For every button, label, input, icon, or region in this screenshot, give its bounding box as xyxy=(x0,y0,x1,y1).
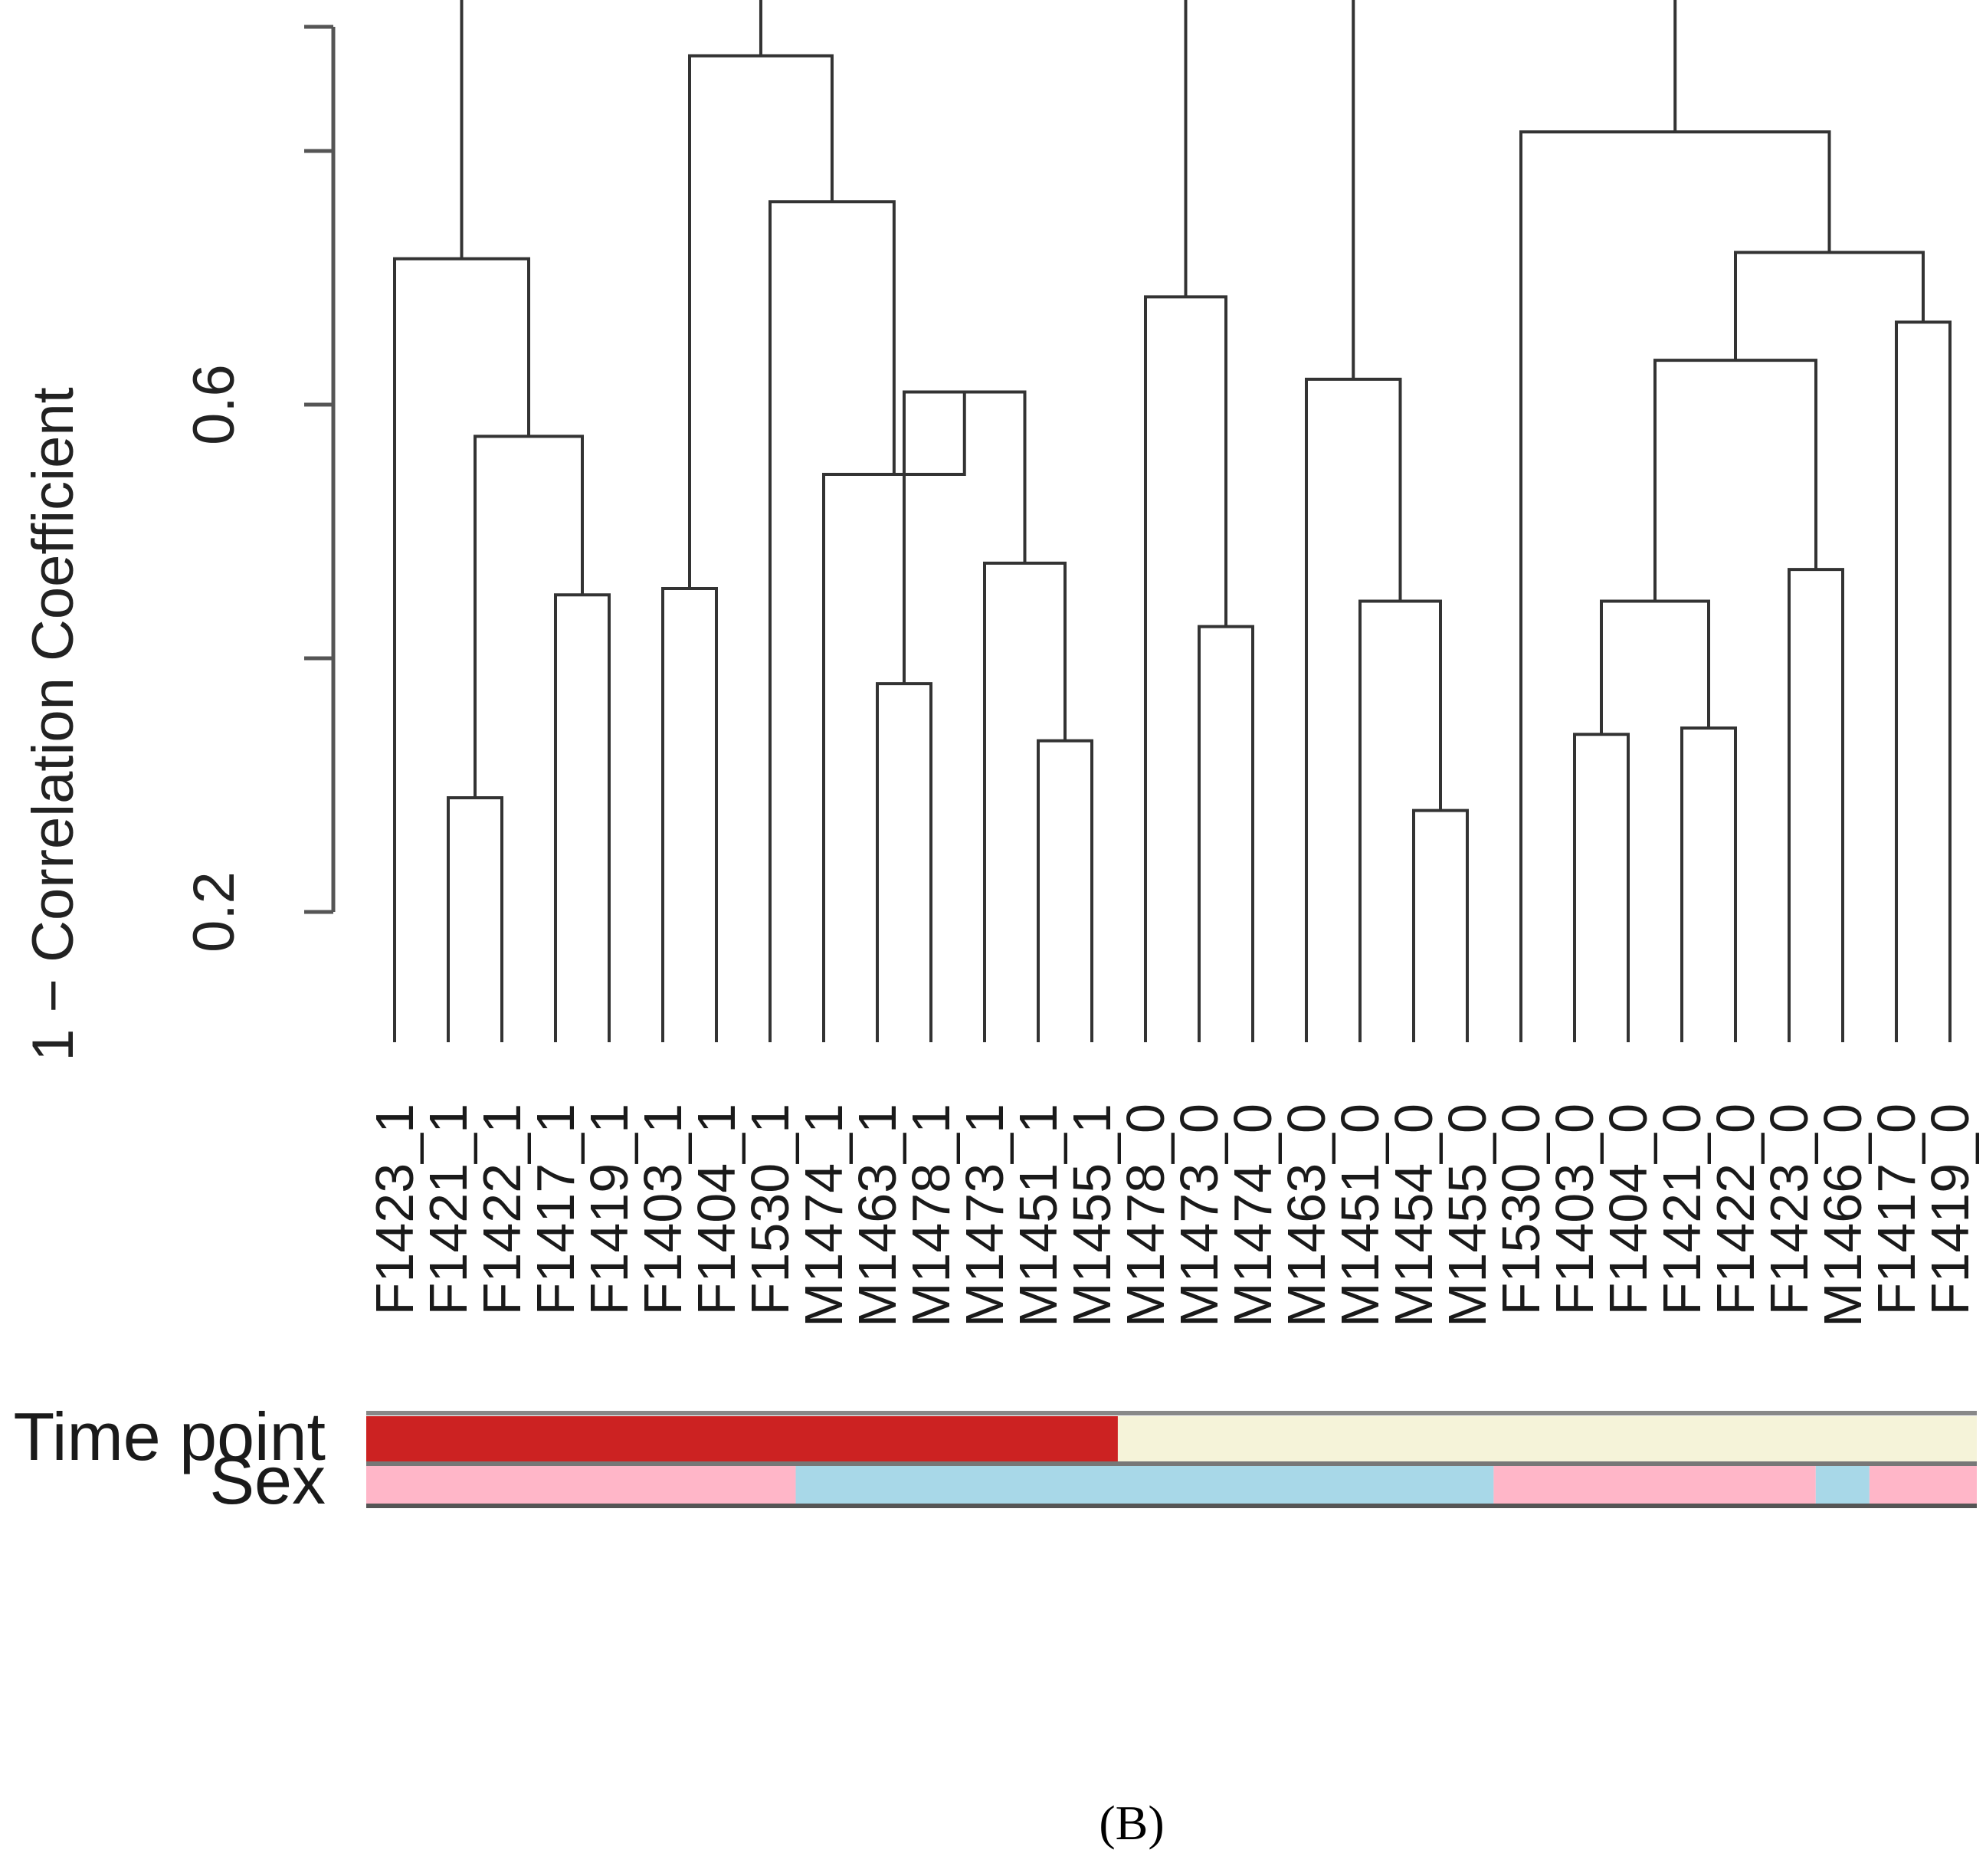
dendrogram-branch xyxy=(1573,733,1630,1042)
dendrogram-branch xyxy=(661,586,718,1042)
dendrogram-branch xyxy=(1358,599,1442,1042)
annotation-segment xyxy=(1117,1416,1977,1462)
leaf-label: F1417_0 xyxy=(1866,1104,1926,1315)
dendrogram-tree xyxy=(393,0,1952,1042)
time-point-bar-label: Time point xyxy=(13,1399,326,1474)
leaf-label: F1419_0 xyxy=(1920,1104,1980,1315)
dendrogram-branch xyxy=(876,682,932,1042)
dendrogram-branch xyxy=(1895,320,1952,1042)
leaf-label: F1421_1 xyxy=(418,1104,478,1315)
leaf-label: F1403_0 xyxy=(1545,1104,1604,1315)
dendrogram-branch xyxy=(1144,295,1227,1042)
y-axis: 0.20.61.01.4 xyxy=(182,25,336,953)
dendrogram-branch xyxy=(1305,377,1402,1042)
leaf-labels: F1423_1F1421_1F1422_1F1417_1F1419_1F1403… xyxy=(365,1104,1980,1327)
leaf-label: M1463_0 xyxy=(1276,1104,1336,1327)
leaf-label: F1530_0 xyxy=(1491,1104,1551,1315)
leaf-label: F1417_1 xyxy=(526,1104,585,1315)
dendrogram-branch xyxy=(1653,359,1817,602)
leaf-label: M1478_0 xyxy=(1116,1104,1175,1327)
dendrogram-branch xyxy=(1788,568,1844,1042)
dendrogram-branch xyxy=(1198,625,1254,1042)
leaf-label: F1423_0 xyxy=(1759,1104,1819,1315)
leaf-label: F1422_1 xyxy=(472,1104,532,1315)
dendrogram-branch xyxy=(1037,739,1093,1042)
leaf-label: M1451_0 xyxy=(1330,1104,1390,1327)
dendrogram-branch xyxy=(393,257,530,1042)
leaf-label: F1404_1 xyxy=(687,1104,746,1315)
leaf-label: M1474_0 xyxy=(1223,1104,1283,1327)
dendrogram-branch xyxy=(983,561,1067,1042)
annotation-segment xyxy=(366,1466,796,1504)
leaf-label: F1422_0 xyxy=(1706,1104,1765,1315)
sex-bar-label: Sex xyxy=(209,1442,326,1518)
leaf-label: F1419_1 xyxy=(579,1104,639,1315)
leaf-label: M1455_0 xyxy=(1437,1104,1497,1327)
dendrogram-branch xyxy=(1600,599,1710,735)
annotation-segment xyxy=(1493,1466,1816,1504)
dendrogram-branch xyxy=(1352,0,1677,379)
y-axis-label: 1 − Correlation Coefficient xyxy=(21,387,86,1061)
annotation-segment xyxy=(795,1466,1494,1504)
leaf-label: F1421_0 xyxy=(1652,1104,1712,1315)
leaf-label: M1473_0 xyxy=(1169,1104,1229,1327)
annotation-segment xyxy=(1815,1466,1870,1504)
panel-label: (B) xyxy=(1099,1796,1164,1850)
dendrogram-branch xyxy=(822,392,966,1042)
y-tick-label: 0.6 xyxy=(182,364,247,445)
leaf-label: M1474_1 xyxy=(794,1104,854,1327)
leaf-label: F1423_1 xyxy=(365,1104,424,1315)
annotation-segment xyxy=(1869,1466,1977,1504)
leaf-label: M1455_1 xyxy=(1062,1104,1122,1327)
leaf-label: M1454_0 xyxy=(1384,1104,1444,1327)
y-tick-label: 0.2 xyxy=(182,871,247,953)
dendrogram-branch xyxy=(688,54,834,589)
leaf-label: M1478_1 xyxy=(901,1104,961,1327)
leaf-label: M1463_1 xyxy=(847,1104,907,1327)
dendrogram-branch xyxy=(769,200,896,1042)
leaf-label: M1451_1 xyxy=(1008,1104,1068,1327)
dendrogram-branch xyxy=(460,0,762,259)
leaf-label: F1404_0 xyxy=(1598,1104,1658,1315)
dendrogram-branch xyxy=(474,435,584,799)
dendrogram-branch xyxy=(1184,0,1188,297)
dendrogram-branch xyxy=(1519,130,1831,1042)
leaf-label: M1466_0 xyxy=(1813,1104,1873,1327)
dendrogram-branch xyxy=(447,796,503,1042)
annotation-segment xyxy=(366,1416,1118,1462)
leaf-label: F1403_1 xyxy=(633,1104,693,1315)
dendrogram-branch xyxy=(1412,808,1469,1042)
leaf-label: F1530_1 xyxy=(740,1104,800,1315)
dendrogram-branch xyxy=(554,593,611,1042)
dendrogram-branch xyxy=(1680,726,1737,1042)
leaf-label: M1473_1 xyxy=(955,1104,1014,1327)
